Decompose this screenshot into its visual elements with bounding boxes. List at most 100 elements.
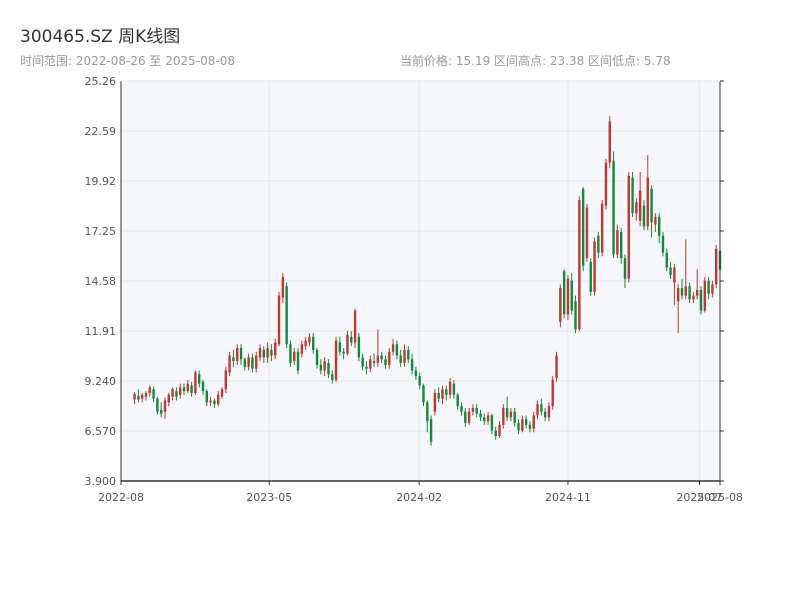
candle-body	[452, 383, 456, 395]
x-tick-label: 2025-07	[676, 491, 722, 504]
candle-body	[585, 207, 589, 259]
candle-body	[391, 344, 395, 352]
candle-body	[220, 389, 224, 397]
candle-body	[137, 395, 140, 400]
candle-body	[532, 415, 535, 429]
candle-body	[228, 355, 231, 373]
candle-body	[251, 357, 254, 369]
candle-body	[661, 235, 665, 253]
candle-body	[327, 363, 330, 375]
candle-body	[448, 381, 452, 395]
candle-body	[144, 392, 148, 397]
candle-body	[319, 364, 323, 371]
candle-body	[209, 400, 212, 403]
candle-body	[483, 417, 486, 422]
candle-body	[433, 392, 437, 412]
candle-body	[323, 361, 326, 371]
candle-body	[676, 288, 680, 302]
candle-body	[422, 385, 425, 403]
candle-body	[486, 415, 490, 422]
candle-body	[171, 389, 174, 397]
y-tick-label: 17.25	[85, 225, 117, 238]
candle-body	[562, 271, 566, 315]
candle-body	[167, 394, 170, 403]
candle-body	[395, 344, 399, 356]
candle-body	[140, 394, 144, 399]
candle-body	[566, 278, 570, 315]
candle-body	[547, 406, 551, 418]
candle-body	[498, 424, 501, 437]
candle-body	[464, 411, 467, 423]
candle-body	[646, 177, 649, 227]
candle-body	[274, 342, 277, 356]
candle-body	[201, 381, 205, 392]
candle-body	[673, 267, 676, 283]
candle-body	[714, 248, 718, 285]
candle-body	[528, 424, 532, 429]
candle-body	[289, 344, 292, 364]
candle-body	[600, 203, 604, 253]
candle-body	[707, 280, 710, 294]
candle-body	[414, 370, 418, 377]
y-tick-label: 22.59	[85, 125, 117, 138]
candle-body	[190, 385, 193, 393]
candle-body	[581, 188, 585, 266]
candle-body	[695, 289, 699, 296]
candle-body	[608, 121, 611, 163]
y-tick-label: 19.92	[85, 175, 117, 188]
candle-body	[342, 351, 345, 354]
candle-body	[410, 359, 414, 371]
candle-body	[471, 407, 475, 412]
candle-body	[175, 391, 178, 397]
candle-body	[372, 361, 376, 364]
candle-body	[262, 349, 266, 358]
candle-body	[475, 407, 478, 414]
candle-body	[178, 387, 182, 395]
candle-body	[380, 355, 383, 360]
candle-body	[281, 276, 285, 298]
candle-body	[376, 355, 380, 364]
candle-body	[699, 289, 703, 311]
candle-body	[559, 288, 562, 322]
y-tick-label: 14.58	[85, 275, 117, 288]
y-tick-label: 3.900	[85, 475, 117, 488]
candle-body	[589, 261, 592, 292]
candle-body	[304, 340, 307, 347]
candle-body	[159, 409, 163, 414]
candle-body	[604, 162, 608, 206]
candle-body	[536, 404, 539, 416]
candle-body	[236, 348, 239, 362]
candle-body	[300, 344, 304, 354]
candle-body	[711, 284, 714, 294]
candle-body	[460, 406, 463, 412]
candle-body	[403, 349, 406, 364]
candle-body	[665, 252, 668, 268]
candle-body	[593, 241, 596, 292]
candle-body	[239, 348, 243, 360]
candle-body	[346, 334, 349, 354]
candle-body	[657, 216, 661, 236]
candle-body	[217, 394, 220, 405]
candle-body	[521, 419, 524, 431]
x-tick-label: 2022-08	[98, 491, 144, 504]
candle-body	[642, 205, 646, 227]
candle-body	[456, 394, 459, 407]
candle-body	[224, 370, 228, 390]
date-range-text: 时间范围: 2022-08-26 至 2025-08-08	[20, 54, 235, 68]
candle-body	[570, 280, 573, 311]
candle-body	[133, 393, 136, 400]
candle-body	[654, 216, 657, 225]
candle-body	[194, 372, 197, 393]
candle-body	[619, 231, 623, 259]
candle-body	[543, 411, 547, 418]
candle-body	[331, 374, 334, 380]
candle-body	[350, 336, 353, 343]
candle-body	[505, 407, 509, 418]
candle-body	[361, 357, 364, 367]
candle-body	[369, 359, 372, 369]
x-tick-label: 2024-02	[396, 491, 442, 504]
candle-body	[692, 295, 695, 300]
candle-body	[232, 357, 235, 362]
candle-body	[578, 200, 581, 330]
candle-body	[627, 175, 630, 279]
